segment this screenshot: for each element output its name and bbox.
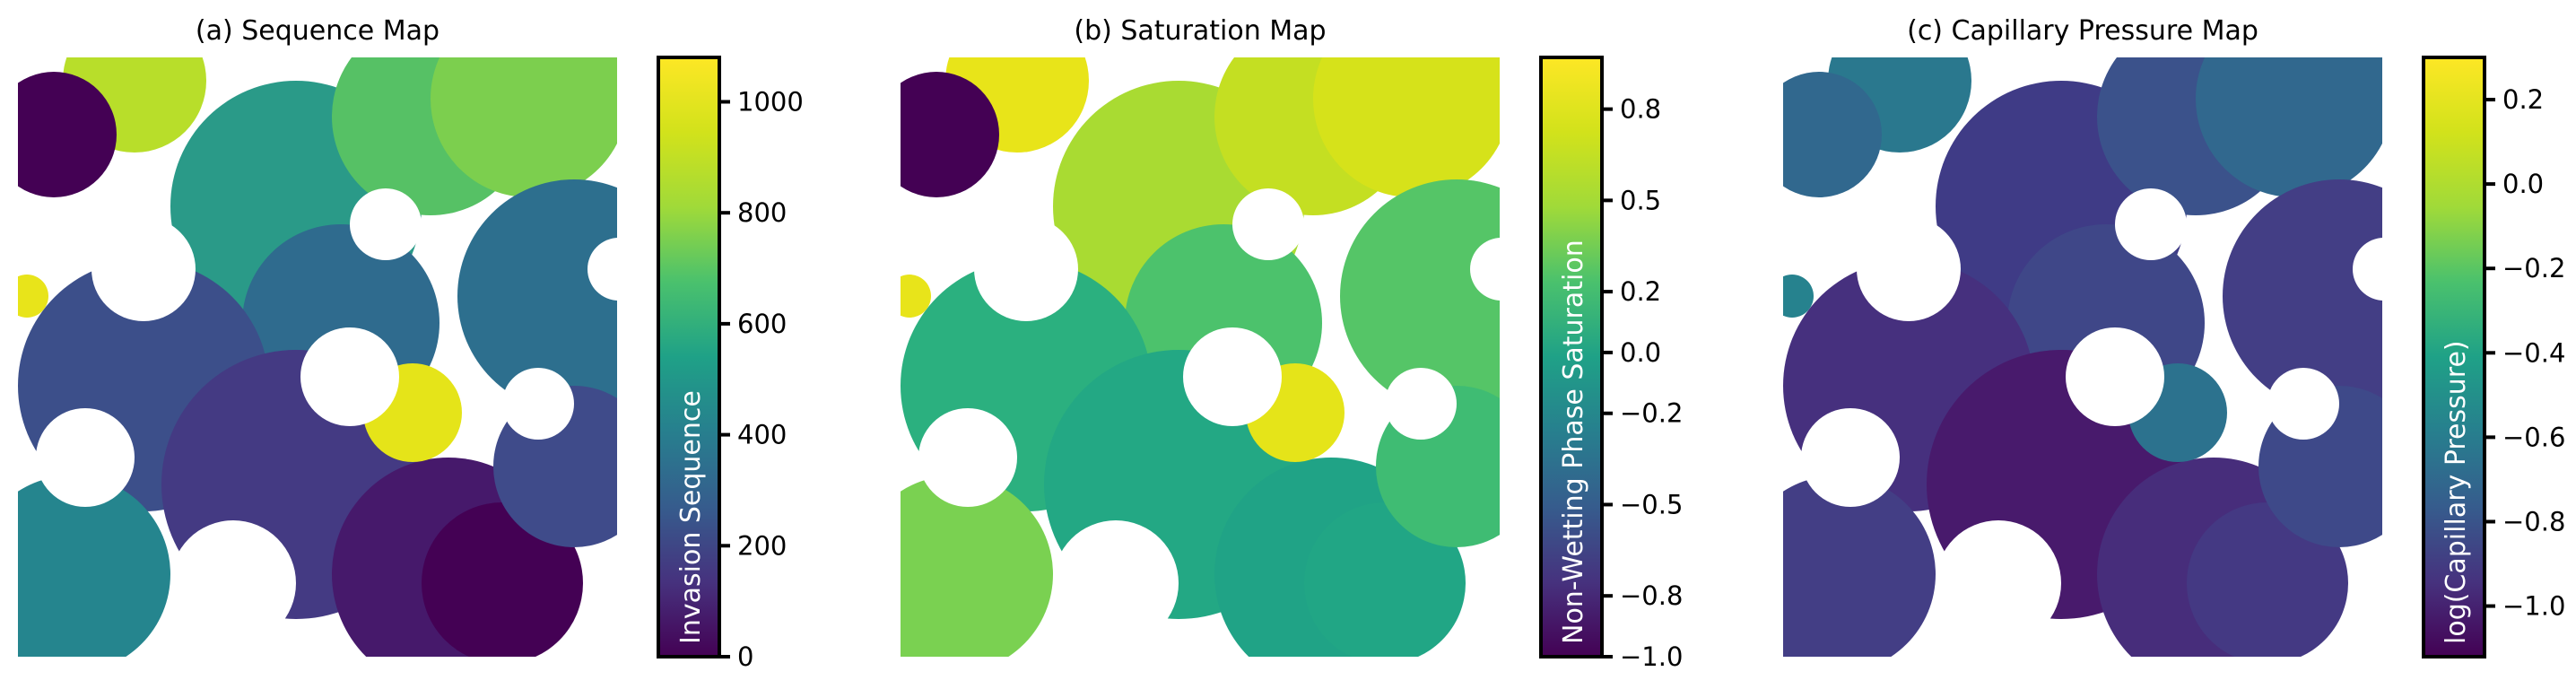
colorbar-tick-label: 0.8	[1620, 94, 1661, 125]
colorbar-a-ticks: 0 200 400 600 800 1000	[719, 86, 804, 672]
colorbar-tick-label: 400	[737, 420, 787, 450]
colorbar-tick-label: 0.5	[1620, 185, 1661, 215]
colorbar-tick-label: −0.4	[2502, 337, 2565, 368]
colorbar-tick-label: 800	[737, 197, 787, 228]
colorbar-tick-label: −0.2	[1620, 398, 1683, 429]
colorbar-tick-label: 0.2	[2502, 84, 2544, 115]
colorbar-b-label: Non-Wetting Phase Saturation	[1558, 240, 1589, 644]
colorbar-a-label: Invasion Sequence	[675, 390, 707, 644]
panel-c: (c) Capillary Pressure Map	[1783, 15, 2565, 658]
colorbar-tick-label: 1000	[737, 86, 804, 117]
colorbar-tick-label: −0.6	[2502, 422, 2565, 452]
panel-b-title: (b) Saturation Map	[1074, 15, 1326, 47]
panel-a-title: (a) Sequence Map	[196, 15, 439, 47]
colorbar-a: Invasion Sequence 0 200 400 600 800 1000	[657, 56, 804, 672]
panel-c-title: (c) Capillary Pressure Map	[1907, 15, 2258, 47]
colorbar-tick-label: 0	[737, 641, 753, 672]
colorbar-c: log(Capillary Pressure) −1.0 −0.8 −0.6 −0.4…	[2422, 56, 2565, 658]
panel-a: (a) Sequence Map	[18, 15, 804, 672]
colorbar-tick-label: 0.2	[1620, 276, 1661, 307]
colorbar-tick-label: −0.8	[2502, 506, 2565, 536]
colorbar-tick-label: −0.2	[2502, 253, 2565, 283]
sequence-map-image	[18, 57, 617, 657]
capillary-pressure-map-image	[1783, 57, 2382, 657]
colorbar-tick-label: −0.8	[1620, 580, 1683, 611]
colorbar-c-label: log(Capillary Pressure)	[2441, 340, 2472, 644]
colorbar-tick-label: −0.5	[1620, 489, 1683, 519]
colorbar-b-ticks: −1.0 −0.8 −0.5 −0.2 0.0 0.2 0.5 0.8	[1602, 94, 1683, 672]
panel-b: (b) Saturation Map	[901, 15, 1683, 672]
colorbar-tick-label: 600	[737, 309, 787, 339]
colorbar-b: Non-Wetting Phase Saturation −1.0 −0.8 −0.…	[1539, 56, 1683, 672]
colorbar-tick-label: −1.0	[1620, 641, 1683, 672]
saturation-map-image	[901, 57, 1500, 657]
colorbar-tick-label: 0.0	[2502, 169, 2544, 199]
colorbar-tick-label: 200	[737, 530, 787, 561]
colorbar-tick-label: 0.0	[1620, 337, 1661, 368]
colorbar-c-ticks: −1.0 −0.8 −0.6 −0.4 −0.2 0.0 0.2	[2485, 84, 2565, 622]
colorbar-tick-label: −1.0	[2502, 591, 2565, 622]
